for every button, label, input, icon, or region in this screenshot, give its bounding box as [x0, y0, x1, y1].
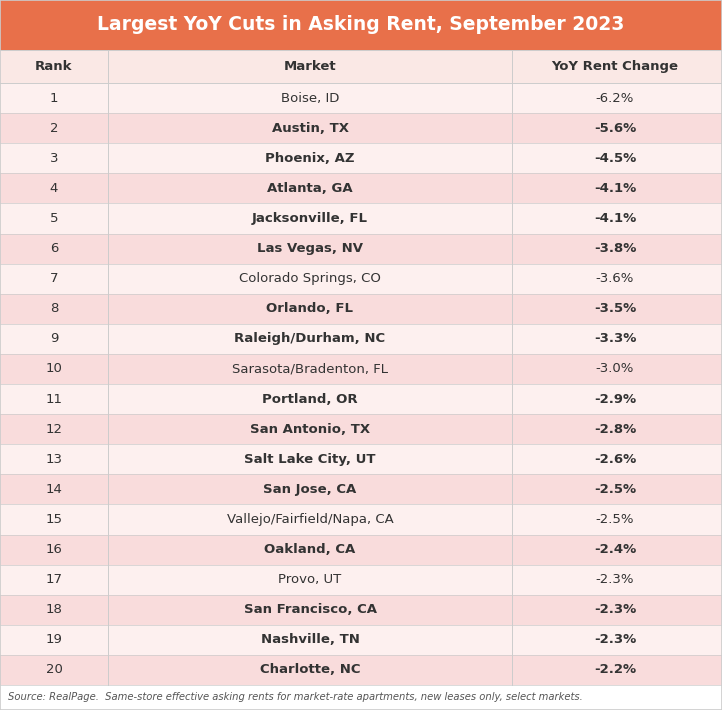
Bar	[0, 234, 722, 263]
Text: Nashville, TN: Nashville, TN	[261, 633, 360, 646]
Text: 9: 9	[50, 332, 58, 345]
Text: Provo, UT: Provo, UT	[279, 573, 342, 586]
Text: 14: 14	[45, 483, 62, 496]
Text: -2.3%: -2.3%	[594, 633, 636, 646]
Bar	[0, 444, 722, 474]
Text: Colorado Springs, CO: Colorado Springs, CO	[239, 272, 381, 285]
Text: -6.2%: -6.2%	[596, 92, 634, 104]
Text: -4.1%: -4.1%	[594, 182, 636, 195]
Text: Austin, TX: Austin, TX	[271, 121, 349, 135]
Text: -4.1%: -4.1%	[594, 212, 636, 225]
Bar	[0, 354, 722, 384]
Text: Boise, ID: Boise, ID	[281, 92, 339, 104]
Bar	[0, 535, 722, 564]
Text: Phoenix, AZ: Phoenix, AZ	[265, 152, 355, 165]
Text: 10: 10	[45, 362, 62, 376]
Text: Orlando, FL: Orlando, FL	[266, 302, 354, 315]
Text: 3: 3	[50, 152, 58, 165]
Text: Rank: Rank	[35, 60, 73, 73]
Text: 20: 20	[45, 663, 62, 677]
Text: -4.5%: -4.5%	[594, 152, 636, 165]
Text: -2.4%: -2.4%	[594, 543, 636, 556]
Bar	[0, 655, 722, 685]
Text: San Antonio, TX: San Antonio, TX	[250, 422, 370, 436]
Text: San Jose, CA: San Jose, CA	[264, 483, 357, 496]
Text: -2.8%: -2.8%	[594, 422, 636, 436]
Bar	[0, 504, 722, 535]
Text: 19: 19	[45, 633, 62, 646]
Text: 17: 17	[45, 573, 63, 586]
Text: Atlanta, GA: Atlanta, GA	[267, 182, 353, 195]
Bar	[0, 564, 722, 595]
Text: Sarasota/Bradenton, FL: Sarasota/Bradenton, FL	[232, 362, 388, 376]
Text: Jacksonville, FL: Jacksonville, FL	[252, 212, 368, 225]
Text: -3.0%: -3.0%	[596, 362, 634, 376]
Text: 1: 1	[50, 92, 58, 104]
Text: 5: 5	[50, 212, 58, 225]
Bar	[0, 50, 722, 83]
Text: 2: 2	[50, 121, 58, 135]
Bar	[0, 294, 722, 324]
Bar	[0, 113, 722, 143]
Bar	[0, 83, 722, 113]
Text: -2.6%: -2.6%	[594, 453, 636, 466]
Text: Raleigh/Durham, NC: Raleigh/Durham, NC	[235, 332, 386, 345]
Text: 4: 4	[50, 182, 58, 195]
Text: 16: 16	[45, 543, 62, 556]
Text: Vallejo/Fairfield/Napa, CA: Vallejo/Fairfield/Napa, CA	[227, 513, 393, 526]
Bar	[0, 0, 722, 50]
Text: 18: 18	[45, 604, 62, 616]
Bar	[0, 625, 722, 655]
Text: Source: RealPage.  Same-store effective asking rents for market-rate apartments,: Source: RealPage. Same-store effective a…	[8, 692, 583, 701]
Bar	[0, 474, 722, 504]
Bar	[0, 595, 722, 625]
Bar	[0, 414, 722, 444]
Bar	[0, 324, 722, 354]
Text: -2.5%: -2.5%	[594, 483, 636, 496]
Text: -3.5%: -3.5%	[594, 302, 636, 315]
Text: Las Vegas, NV: Las Vegas, NV	[257, 242, 363, 255]
Text: Salt Lake City, UT: Salt Lake City, UT	[244, 453, 375, 466]
Text: Charlotte, NC: Charlotte, NC	[260, 663, 360, 677]
Bar	[0, 143, 722, 173]
Text: YoY Rent Change: YoY Rent Change	[552, 60, 679, 73]
Text: -3.6%: -3.6%	[596, 272, 634, 285]
Text: -2.9%: -2.9%	[594, 393, 636, 405]
Text: 11: 11	[45, 393, 63, 405]
Text: -2.2%: -2.2%	[594, 663, 636, 677]
Text: -3.8%: -3.8%	[593, 242, 636, 255]
Text: 15: 15	[45, 513, 63, 526]
Text: 12: 12	[45, 422, 63, 436]
Text: Market: Market	[284, 60, 336, 73]
Bar	[0, 263, 722, 294]
Text: -2.3%: -2.3%	[596, 573, 634, 586]
Text: -2.5%: -2.5%	[596, 513, 634, 526]
Text: 8: 8	[50, 302, 58, 315]
Bar	[0, 384, 722, 414]
Text: -3.3%: -3.3%	[593, 332, 636, 345]
Text: -5.6%: -5.6%	[594, 121, 636, 135]
Bar	[0, 203, 722, 234]
Text: San Francisco, CA: San Francisco, CA	[243, 604, 376, 616]
Bar	[0, 173, 722, 203]
Text: 13: 13	[45, 453, 63, 466]
Text: Portland, OR: Portland, OR	[262, 393, 358, 405]
Text: Oakland, CA: Oakland, CA	[264, 543, 356, 556]
Text: -2.3%: -2.3%	[594, 604, 636, 616]
Text: 7: 7	[50, 272, 58, 285]
Text: Largest YoY Cuts in Asking Rent, September 2023: Largest YoY Cuts in Asking Rent, Septemb…	[97, 16, 625, 35]
Text: 6: 6	[50, 242, 58, 255]
